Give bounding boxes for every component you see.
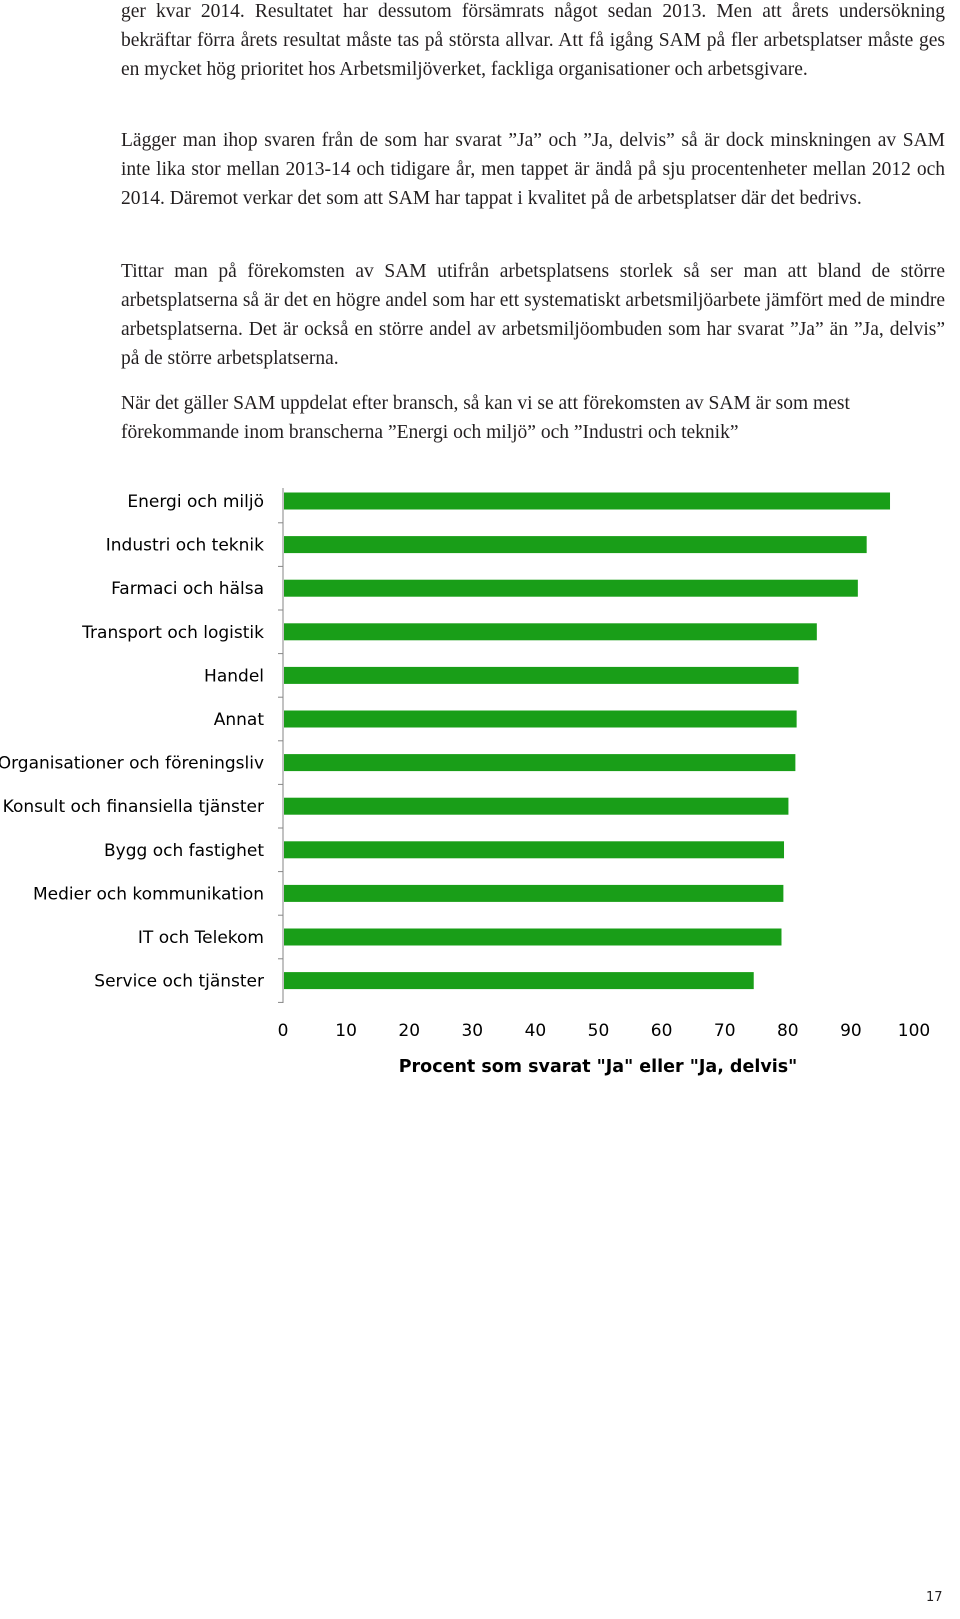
x-tick-label: 70 [714, 1021, 736, 1041]
paragraph-4: När det gäller SAM uppdelat efter bransc… [121, 393, 850, 443]
category-label: Organisationer och föreningsliv [0, 754, 264, 774]
category-label: Bygg och fastighet [104, 841, 264, 861]
x-tick-labels: 0 10 20 30 40 50 60 70 80 90 100 [278, 1021, 931, 1041]
bar [284, 623, 817, 641]
x-tick-label: 10 [335, 1021, 357, 1041]
body-text: ger kvar 2014. Resultatet har dessutom f… [121, 0, 945, 84]
bar [284, 972, 754, 990]
x-tick-label: 100 [898, 1021, 930, 1041]
x-tick-label: 50 [588, 1021, 610, 1041]
bar [284, 666, 799, 684]
bar [284, 492, 891, 510]
category-labels: Energi och miljö Industri och teknik Farma… [0, 492, 264, 992]
bar [284, 797, 789, 815]
x-tick-label: 0 [278, 1021, 289, 1041]
x-axis-title: Procent som svarat "Ja" eller "Ja, delvi… [399, 1057, 798, 1077]
category-label: Service och tjänster [94, 972, 264, 992]
category-label: Transport och logistik [81, 623, 264, 643]
bar [284, 754, 796, 772]
x-tick-label: 90 [840, 1021, 862, 1041]
bars-layer [284, 492, 891, 990]
bar [284, 841, 785, 859]
bar [284, 928, 782, 946]
branch-bar-chart: Energi och miljö Industri och teknik Farma… [0, 488, 931, 1077]
x-tick-label: 20 [398, 1021, 420, 1041]
x-tick-label: 80 [777, 1021, 799, 1041]
page-number: 17 [926, 1590, 943, 1605]
x-tick-label: 40 [525, 1021, 547, 1041]
category-label: Konsult och finansiella tjänster [3, 797, 264, 817]
category-label: Energi och miljö [127, 492, 264, 512]
bar [284, 536, 867, 554]
category-label: Farmaci och hälsa [111, 579, 264, 599]
x-tick-label: 60 [651, 1021, 673, 1041]
category-label: IT och Telekom [138, 928, 264, 948]
x-tick-label: 30 [461, 1021, 483, 1041]
category-label: Handel [204, 666, 264, 686]
bar [284, 884, 784, 902]
paragraph-2: Lägger man ihop svaren från de som har s… [121, 130, 945, 209]
category-label: Industri och teknik [106, 536, 264, 556]
axis-layer [278, 488, 284, 1003]
body-text: Tittar man på förekomsten av SAM utifrån… [121, 257, 945, 373]
category-label: Annat [214, 710, 265, 730]
paragraph-1: ger kvar 2014. Resultatet har dessutom f… [121, 1, 945, 80]
body-text: När det gäller SAM uppdelat efter bransc… [121, 389, 945, 447]
paragraph-3: Tittar man på förekomsten av SAM utifrån… [121, 261, 945, 369]
bar [284, 710, 797, 728]
category-label: Medier och kommunikation [33, 884, 264, 904]
bar [284, 579, 858, 597]
body-text: Lägger man ihop svaren från de som har s… [121, 126, 945, 213]
